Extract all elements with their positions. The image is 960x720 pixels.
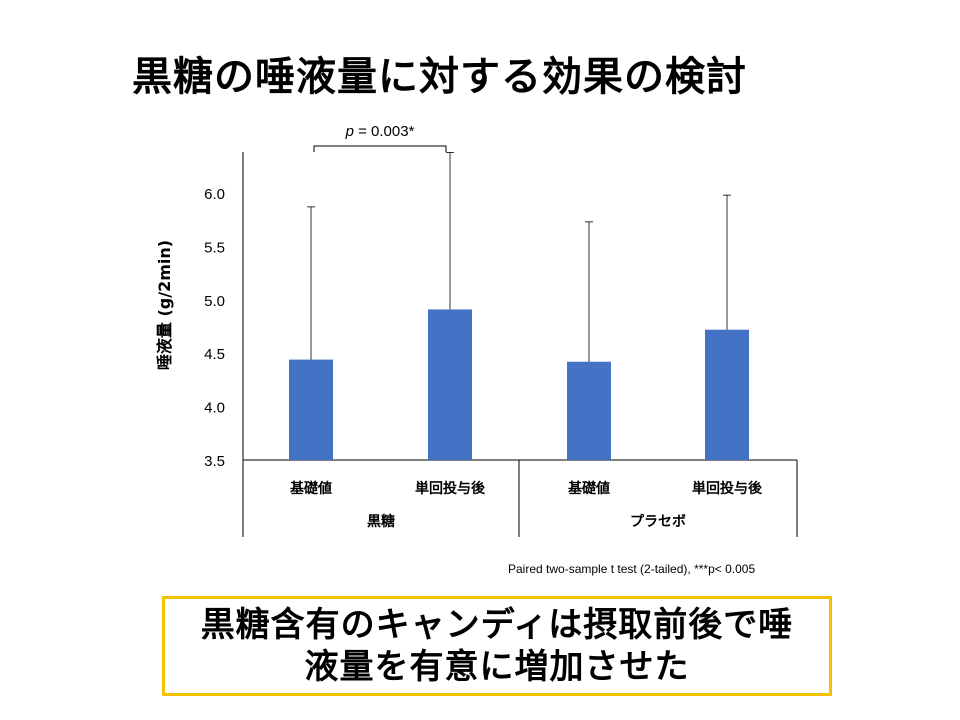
- conclusion-line-1: 黒糖含有のキャンディは摂取前後で唾: [200, 605, 794, 645]
- bar: [428, 309, 472, 460]
- conclusion-box: 黒糖含有のキャンディは摂取前後で唾 液量を有意に増加させた: [162, 596, 832, 696]
- y-tick-label: 4.0: [204, 400, 225, 417]
- p-value: = 0.003*: [354, 123, 415, 140]
- p-value-annotation: p = 0.003*: [345, 123, 415, 140]
- chart-labels: 3.5 4.0 4.5 5.0 5.5 6.0 唾液量 (g/2min) 基礎値 単回投与後 基礎…: [155, 123, 763, 530]
- y-tick-label: 5.0: [204, 293, 225, 310]
- y-axis-label: 唾液量 (g/2min): [155, 240, 174, 370]
- category-label: 基礎値: [290, 480, 332, 497]
- conclusion-line-2: 液量を有意に増加させた: [304, 647, 690, 687]
- y-tick-label: 3.5: [204, 453, 225, 470]
- chart-bars: [289, 152, 749, 460]
- group-label: プラセボ: [630, 514, 686, 530]
- p-symbol: p: [345, 123, 354, 140]
- y-tick-label: 5.5: [204, 239, 225, 256]
- bar: [289, 359, 333, 460]
- category-label: 基礎値: [568, 480, 610, 497]
- category-label: 単回投与後: [692, 480, 763, 497]
- chart-axes: [242, 152, 798, 537]
- group-label: 黒糖: [367, 513, 395, 530]
- bar: [705, 329, 749, 460]
- y-tick-label: 4.5: [204, 346, 225, 363]
- statistics-footnote: Paired two-sample t test (2-tailed), ***…: [508, 562, 756, 576]
- y-tick-label: 6.0: [204, 186, 225, 203]
- significance-bracket: [313, 145, 447, 152]
- category-label: 単回投与後: [415, 480, 486, 497]
- slide-title: 黒糖の唾液量に対する効果の検討: [132, 54, 747, 100]
- bar-chart: 3.5 4.0 4.5 5.0 5.5 6.0 唾液量 (g/2min) 基礎値 単回投与後 基礎…: [155, 123, 798, 537]
- bar: [567, 361, 611, 460]
